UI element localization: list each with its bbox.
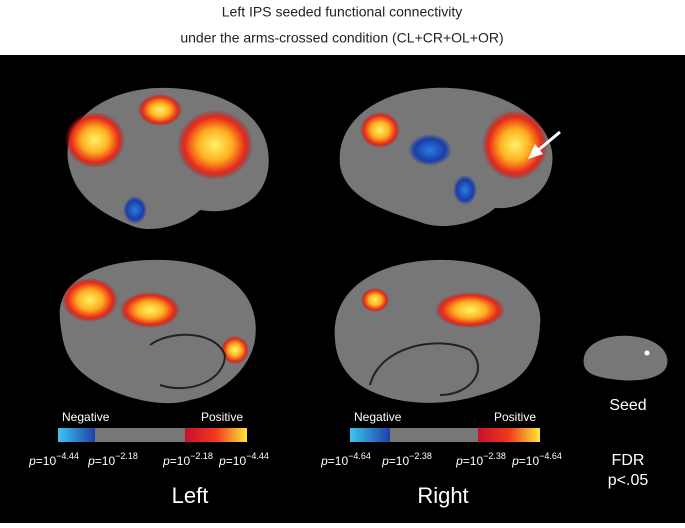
p-exponent: −4.44 <box>246 451 269 461</box>
p-exponent: −2.18 <box>190 451 213 461</box>
negative-label: Negative <box>62 410 110 424</box>
arrow <box>528 130 561 159</box>
p-exponent: −2.38 <box>483 451 506 461</box>
p-symbol: p <box>320 454 328 468</box>
hemisphere-label: Right <box>417 483 468 508</box>
p-base: =10 <box>519 454 540 468</box>
title: Left IPS seeded functional connectivity <box>222 4 462 20</box>
p-symbol: p <box>381 454 389 468</box>
scale-label: p=10−4.64 <box>511 451 562 468</box>
scale-label: p=10−4.64 <box>320 451 371 468</box>
scale-label: p=10−2.18 <box>162 451 213 468</box>
brain-seed <box>583 335 668 381</box>
brain-left-lateral <box>65 87 269 230</box>
colorbar-right <box>350 428 540 442</box>
p-exponent: −4.64 <box>348 451 371 461</box>
positive-label: Positive <box>201 410 243 424</box>
p-base: =10 <box>95 454 116 468</box>
p-exponent: −2.38 <box>409 451 432 461</box>
scale-label: p=10−2.38 <box>381 451 432 468</box>
p-symbol: p <box>162 454 170 468</box>
p-symbol: p <box>87 454 95 468</box>
brain-right-lateral <box>339 87 553 227</box>
scale-label: p=10−2.38 <box>455 451 506 468</box>
fdr-label: FDR <box>612 452 645 469</box>
colorbar-left <box>58 428 247 442</box>
p-symbol: p <box>218 454 226 468</box>
seed-label: Seed <box>609 397 646 414</box>
fdr-label: p<.05 <box>608 472 649 489</box>
scale-label: p=10−4.44 <box>28 451 79 468</box>
p-symbol: p <box>455 454 463 468</box>
scale-label: p=10−4.44 <box>218 451 269 468</box>
p-base: =10 <box>226 454 247 468</box>
p-base: =10 <box>463 454 484 468</box>
p-exponent: −4.64 <box>539 451 562 461</box>
brain-right-medial <box>334 259 541 403</box>
p-base: =10 <box>170 454 191 468</box>
p-exponent: −2.18 <box>115 451 138 461</box>
hemisphere-label: Left <box>172 483 209 508</box>
p-symbol: p <box>511 454 519 468</box>
positive-label: Positive <box>494 410 536 424</box>
p-base: =10 <box>389 454 410 468</box>
title: under the arms-crossed condition (CL+CR+… <box>180 30 503 46</box>
scale-label: p=10−2.18 <box>87 451 138 468</box>
p-base: =10 <box>36 454 57 468</box>
brain-left-medial <box>59 259 256 404</box>
p-exponent: −4.44 <box>56 451 79 461</box>
p-base: =10 <box>328 454 349 468</box>
negative-label: Negative <box>354 410 402 424</box>
p-symbol: p <box>28 454 36 468</box>
